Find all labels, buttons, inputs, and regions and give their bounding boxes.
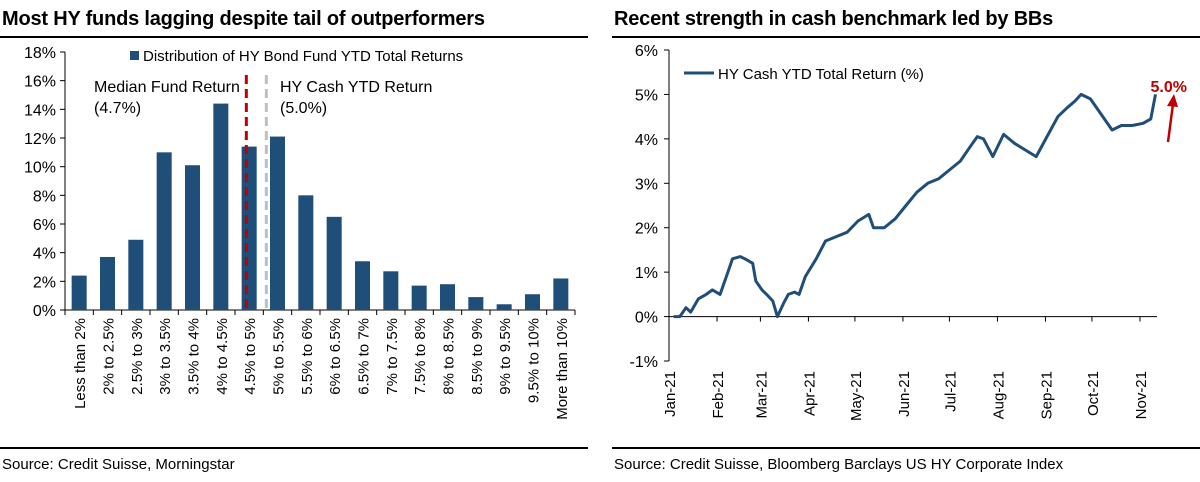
left-y-tick-label: 4% bbox=[33, 246, 56, 263]
left-x-tick-label: 2.5% to 3% bbox=[129, 318, 146, 395]
median-fund-return-value: (4.7%) bbox=[94, 100, 141, 117]
left-x-tick-label: 3% to 3.5% bbox=[157, 318, 174, 395]
right-y-tick-label: 4% bbox=[635, 132, 658, 149]
left-x-tick-label: 5.5% to 6% bbox=[299, 318, 316, 395]
left-x-tick-label: More than 10% bbox=[554, 318, 571, 420]
left-source-rule bbox=[0, 447, 588, 449]
histogram-bar bbox=[156, 152, 172, 310]
annotation-arrow-shaft bbox=[1166, 103, 1175, 143]
left-y-tick-label: 6% bbox=[33, 217, 56, 234]
right-y-tick-label: 2% bbox=[635, 221, 658, 238]
histogram-bar bbox=[524, 294, 541, 310]
left-x-tick-label: 4% to 4.5% bbox=[214, 318, 231, 395]
right-legend-label: HY Cash YTD Total Return (%) bbox=[718, 66, 924, 83]
left-x-tick-label: 9% to 9.5% bbox=[497, 318, 514, 395]
median-fund-return-label: Median Fund Return bbox=[94, 79, 240, 96]
histogram-bar bbox=[71, 275, 87, 310]
left-y-tick-label: 8% bbox=[33, 188, 56, 205]
histogram-bar bbox=[99, 256, 116, 310]
latest-value-annotation: 5.0% bbox=[1151, 79, 1187, 96]
right-x-tick-label: Jul-21 bbox=[942, 371, 959, 412]
left-x-tick-label: 9.5% to 10% bbox=[526, 318, 543, 403]
right-y-tick-label: 3% bbox=[635, 176, 658, 193]
left-bar-chart: 0% 2% 4% 6% 8% 10% 12% 14% 16% 18% Less than 2% 2% … bbox=[24, 45, 576, 420]
right-x-tick-label: Mar-21 bbox=[753, 371, 770, 419]
histogram-bar bbox=[383, 271, 399, 310]
right-y-tick-label: 5% bbox=[635, 87, 658, 104]
left-x-tick-label: 7.5% to 8% bbox=[412, 318, 429, 395]
histogram-bar bbox=[184, 165, 201, 310]
hy-cash-return-series-line bbox=[673, 92, 1157, 319]
right-y-tick-label: 0% bbox=[635, 310, 658, 327]
left-x-tick-label: 2% to 2.5% bbox=[101, 318, 118, 395]
left-x-tick-label: 4.5% to 5% bbox=[242, 318, 259, 395]
legend-swatch bbox=[130, 51, 139, 60]
left-chart-panel: Most HY funds lagging despite tail of ou… bbox=[0, 0, 588, 482]
right-title-rule bbox=[612, 36, 1200, 38]
right-chart-title: Recent strength in cash benchmark led by… bbox=[614, 8, 1054, 30]
left-y-tick-label: 14% bbox=[24, 102, 56, 119]
right-x-tick-label: Apr-21 bbox=[801, 371, 818, 416]
right-x-tick-label: Jun-21 bbox=[896, 371, 913, 417]
left-chart-title: Most HY funds lagging despite tail of ou… bbox=[2, 8, 485, 30]
right-source-note: Source: Credit Suisse, Bloomberg Barclay… bbox=[614, 456, 1064, 473]
right-x-tick-label: Jan-21 bbox=[662, 371, 679, 417]
left-y-tick-label: 0% bbox=[33, 303, 56, 320]
right-line-chart: -1% 0% 1% 2% 3% 4% 5% 6% Jan-21 Feb-21 Mar-21 Apr-2… bbox=[630, 43, 1187, 421]
right-source-rule bbox=[612, 447, 1200, 449]
left-y-tick-label: 18% bbox=[24, 45, 56, 62]
left-y-tick-label: 16% bbox=[24, 74, 56, 91]
left-y-tick-label: 12% bbox=[24, 131, 56, 148]
right-y-tick-label: 6% bbox=[635, 43, 658, 60]
histogram-bar bbox=[354, 261, 371, 310]
histogram-bar bbox=[241, 146, 257, 310]
left-x-tick-label: 6% to 6.5% bbox=[327, 318, 344, 395]
left-source-note: Source: Credit Suisse, Morningstar bbox=[2, 456, 235, 473]
left-x-tick-label: 5% to 5.5% bbox=[271, 318, 288, 395]
histogram-bar bbox=[553, 278, 569, 310]
histogram-bar bbox=[411, 285, 427, 310]
histogram-bar bbox=[269, 136, 286, 310]
right-y-tick-label: -1% bbox=[630, 354, 658, 371]
right-x-tick-label: Sep-21 bbox=[1038, 371, 1055, 419]
right-y-tick-label: 1% bbox=[635, 265, 658, 282]
right-x-tick-label: Oct-21 bbox=[1085, 371, 1102, 416]
histogram-bar bbox=[439, 284, 456, 310]
histogram-bar bbox=[128, 239, 144, 310]
left-x-tick-label: 8.5% to 9% bbox=[469, 318, 486, 395]
hy-cash-return-value: (5.0%) bbox=[280, 100, 327, 117]
right-x-tick-label: Feb-21 bbox=[710, 371, 727, 419]
left-y-tick-label: 10% bbox=[24, 160, 56, 177]
histogram-bar bbox=[326, 216, 342, 310]
histogram-bar bbox=[496, 304, 512, 310]
right-x-tick-label: May-21 bbox=[848, 371, 865, 421]
right-chart-panel: Recent strength in cash benchmark led by… bbox=[612, 0, 1200, 482]
left-title-rule bbox=[0, 36, 588, 38]
legend-label: Distribution of HY Bond Fund YTD Total R… bbox=[143, 48, 463, 65]
left-x-tick-label: Less than 2% bbox=[72, 318, 89, 409]
right-x-tick-label: Nov-21 bbox=[1133, 371, 1150, 419]
hy-cash-return-label: HY Cash YTD Return bbox=[280, 79, 432, 96]
left-x-tick-label: 7% to 7.5% bbox=[384, 318, 401, 395]
histogram-bar bbox=[298, 195, 314, 310]
left-x-tick-label: 3.5% to 4% bbox=[186, 318, 203, 395]
left-x-tick-label: 8% to 8.5% bbox=[441, 318, 458, 395]
right-x-tick-label: Aug-21 bbox=[990, 371, 1007, 419]
histogram-bar bbox=[213, 103, 229, 310]
annotation-arrow-head bbox=[1167, 94, 1178, 107]
left-y-tick-label: 2% bbox=[33, 274, 56, 291]
histogram-bar bbox=[468, 297, 484, 310]
left-x-tick-label: 6.5% to 7% bbox=[356, 318, 373, 395]
